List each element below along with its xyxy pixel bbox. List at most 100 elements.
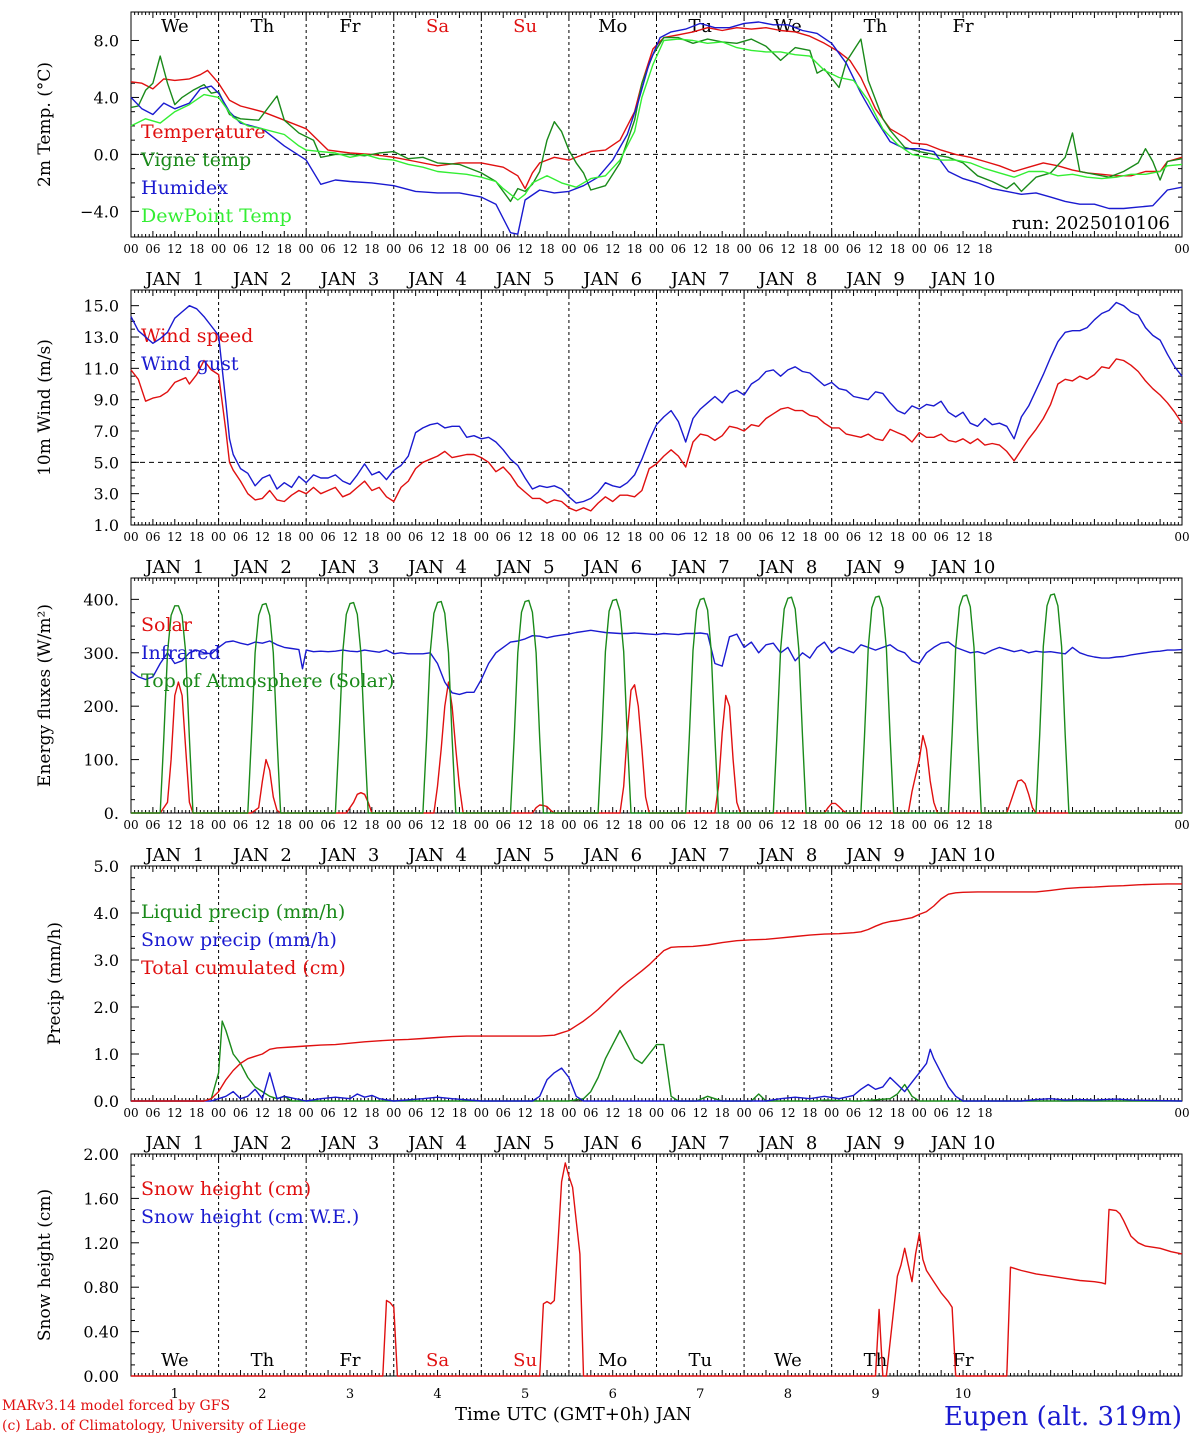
- hour-label: 06: [408, 530, 423, 544]
- weekday-label: Fr: [952, 1350, 973, 1371]
- date-label: JAN 5: [494, 269, 555, 290]
- hour-label: 18: [890, 530, 905, 544]
- hour-label: 12: [430, 530, 445, 544]
- hour-label: 06: [934, 1106, 949, 1120]
- hour-label: 00: [561, 818, 576, 832]
- hour-label: 00: [912, 530, 927, 544]
- legend-entry: Wind speed: [141, 325, 253, 347]
- y-tick-label: 5.0: [94, 453, 119, 472]
- hour-label: 06: [758, 242, 773, 256]
- hour-label: 18: [802, 242, 817, 256]
- hour-label: 00: [824, 530, 839, 544]
- date-label: JAN 3: [319, 557, 380, 578]
- hour-label: 00: [736, 818, 751, 832]
- series-line-red: [131, 883, 1182, 1102]
- hour-label: 12: [167, 1106, 182, 1120]
- hour-label: 00: [386, 1106, 401, 1120]
- hour-label: 12: [517, 1106, 532, 1120]
- hour-label: 00: [386, 818, 401, 832]
- hour-label: 06: [846, 818, 861, 832]
- hour-label: 06: [145, 242, 160, 256]
- hour-label: 12: [780, 1106, 795, 1120]
- weekday-label: We: [774, 16, 802, 37]
- hour-label: 12: [430, 1106, 445, 1120]
- day-number: 4: [433, 1387, 441, 1402]
- hour-label: 06: [758, 818, 773, 832]
- legend-entry: Humidex: [141, 177, 228, 199]
- hour-label: 06: [583, 1106, 598, 1120]
- hour-label: 12: [780, 530, 795, 544]
- y-axis-label: Precip (mm/h): [45, 922, 65, 1045]
- hour-label: 12: [255, 818, 270, 832]
- hour-label: 18: [977, 1106, 992, 1120]
- station-label: Eupen (alt. 319m): [943, 1402, 1182, 1432]
- series-line-red: [131, 681, 1182, 814]
- legend-entry: Snow precip (mm/h): [141, 929, 337, 951]
- series-line-lightgreen: [130, 38, 1183, 201]
- hour-label: 12: [430, 818, 445, 832]
- date-label: JAN 1: [143, 845, 204, 866]
- chart-panel-5: 0.00 0.40 0.80 1.20 1.60 2.00 Snow height (cm)…: [35, 1145, 1183, 1402]
- y-tick-label: 0.00: [83, 1367, 119, 1386]
- legend-entry: Liquid precip (mm/h): [141, 901, 345, 923]
- hour-label: 12: [167, 242, 182, 256]
- y-tick-label: 9.0: [94, 391, 119, 410]
- y-tick-label: 5.0: [94, 857, 119, 876]
- hour-label: 00: [912, 242, 927, 256]
- hour-label: 00: [123, 1106, 138, 1120]
- hour-label: 06: [671, 1106, 686, 1120]
- hour-label: 00: [824, 818, 839, 832]
- y-axis-label: Snow height (cm): [35, 1189, 55, 1341]
- hour-label: 18: [189, 242, 204, 256]
- y-tick-label: 7.0: [94, 422, 119, 441]
- hour-label: 12: [517, 818, 532, 832]
- date-label: JAN 4: [406, 845, 467, 866]
- y-tick-label: 3.0: [94, 951, 119, 970]
- hour-label: 18: [627, 818, 642, 832]
- legend-entry: Top of Atmosphere (Solar): [141, 670, 394, 692]
- date-label: JAN 10: [929, 269, 996, 290]
- hour-label: 12: [342, 530, 357, 544]
- hour-label: 18: [539, 818, 554, 832]
- date-label: JAN 1: [143, 269, 204, 290]
- hour-label: 06: [934, 242, 949, 256]
- y-tick-label: 0.80: [83, 1278, 119, 1297]
- hour-label: 00: [299, 818, 314, 832]
- y-tick-label: 11.0: [83, 359, 119, 378]
- date-label: JAN 8: [756, 845, 817, 866]
- hour-label: 00: [386, 242, 401, 256]
- hour-label: 00: [736, 242, 751, 256]
- hour-label: 12: [868, 818, 883, 832]
- hour-label: 18: [715, 242, 730, 256]
- legend-entry: Vigne temp: [140, 149, 251, 171]
- weekday-label: Mo: [598, 1350, 627, 1371]
- hour-label: 00: [474, 1106, 489, 1120]
- series-line-blue: [130, 21, 1183, 235]
- hour-label: 12: [255, 1106, 270, 1120]
- hour-label: 00: [299, 1106, 314, 1120]
- hour-label: 00: [123, 530, 138, 544]
- date-label: JAN 7: [669, 269, 730, 290]
- hour-label: 12: [342, 1106, 357, 1120]
- hour-label: 00: [1174, 818, 1189, 832]
- hour-label: 00: [211, 530, 226, 544]
- y-tick-label: 8.0: [94, 31, 119, 50]
- hour-label: 18: [452, 818, 467, 832]
- hour-label: 12: [693, 530, 708, 544]
- hour-label: 18: [539, 1106, 554, 1120]
- hour-label: 18: [715, 530, 730, 544]
- hour-label: 06: [408, 1106, 423, 1120]
- date-label: JAN 9: [844, 1133, 905, 1154]
- hour-label: 18: [189, 818, 204, 832]
- hour-label: 18: [452, 1106, 467, 1120]
- hour-label: 06: [233, 1106, 248, 1120]
- footer-credit: (c) Lab. of Climatology, University of L…: [2, 1418, 307, 1434]
- weekday-label: Fr: [952, 16, 973, 37]
- hour-label: 18: [452, 242, 467, 256]
- hour-label: 06: [846, 530, 861, 544]
- series-line-blue: [130, 629, 1183, 696]
- hour-label: 00: [1174, 1106, 1189, 1120]
- hour-label: 00: [561, 1106, 576, 1120]
- hour-label: 12: [255, 530, 270, 544]
